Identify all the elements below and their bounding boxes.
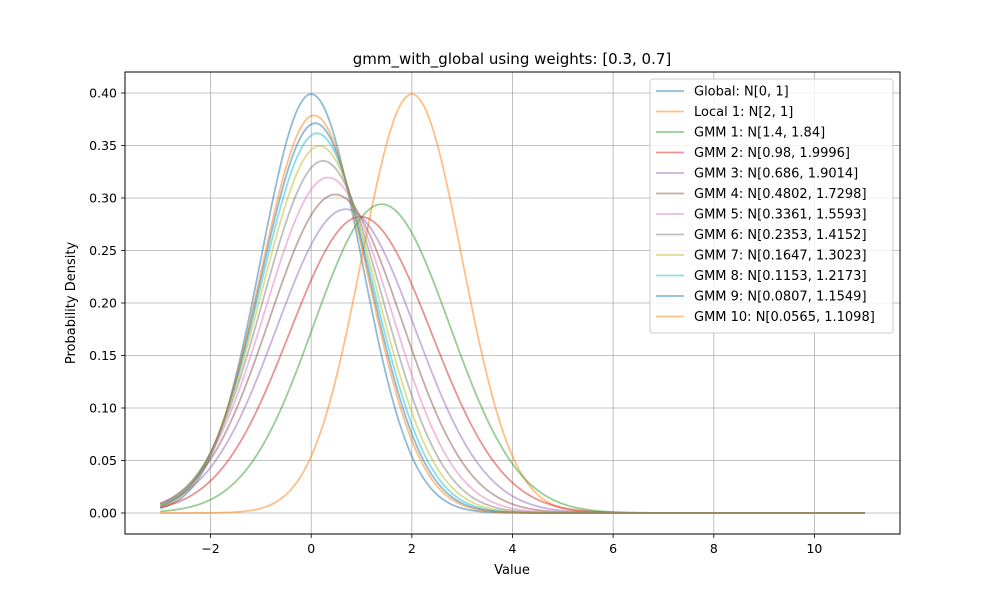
legend-entry-label: GMM 2: N[0.98, 1.9996] <box>694 146 850 161</box>
x-tick-label: 8 <box>710 541 718 556</box>
y-tick-label: 0.05 <box>89 453 117 468</box>
series-lines <box>159 93 865 514</box>
y-tick-label: 0.00 <box>89 506 117 521</box>
legend-entry-label: Global: N[0, 1] <box>694 85 789 100</box>
x-tick-label: 0 <box>307 541 315 556</box>
y-tick-label: 0.15 <box>89 348 117 363</box>
y-tick-label: 0.40 <box>89 86 117 101</box>
series-line-12 <box>159 114 865 514</box>
x-tick-label: 10 <box>806 541 822 556</box>
legend-entry-label: GMM 8: N[0.1153, 1.2173] <box>694 269 867 284</box>
chart-title: gmm_with_global using weights: [0.3, 0.7… <box>353 50 672 69</box>
legend: Global: N[0, 1] Local 1: N[2, 1] GMM 1: N[… <box>649 78 894 334</box>
x-axis-label: Value <box>494 563 530 578</box>
axis-ticks: −2 0 2 4 6 8 10 0.00 0.05 0.10 0.15 0.20 0.25 0.30 0.3… <box>89 86 822 557</box>
legend-entry-label: GMM 3: N[0.686, 1.9014] <box>694 167 858 182</box>
y-tick-label: 0.20 <box>89 296 117 311</box>
legend-entry-label: GMM 7: N[0.1647, 1.3023] <box>694 249 867 264</box>
legend-box <box>649 78 894 334</box>
x-tick-label: −2 <box>201 541 219 556</box>
y-axis-label: Probability Density <box>64 242 79 365</box>
legend-entry-label: GMM 1: N[1.4, 1.84] <box>694 126 825 141</box>
y-tick-label: 0.10 <box>89 401 117 416</box>
y-tick-label: 0.25 <box>89 243 117 258</box>
legend-entry-label: GMM 10: N[0.0565, 1.1098] <box>694 310 875 325</box>
legend-entry-label: Local 1: N[2, 1] <box>694 105 793 120</box>
legend-entry-label: GMM 6: N[0.2353, 1.4152] <box>694 228 867 243</box>
legend-entry-label: GMM 4: N[0.4802, 1.7298] <box>694 187 867 202</box>
x-tick-label: 4 <box>509 541 517 556</box>
legend-entry-label: GMM 9: N[0.0807, 1.1549] <box>694 290 867 305</box>
y-tick-label: 0.35 <box>89 138 117 153</box>
x-tick-label: 2 <box>408 541 416 556</box>
legend-entry-label: GMM 5: N[0.3361, 1.5593] <box>694 208 867 223</box>
y-tick-label: 0.30 <box>89 191 117 206</box>
x-tick-label: 6 <box>609 541 617 556</box>
